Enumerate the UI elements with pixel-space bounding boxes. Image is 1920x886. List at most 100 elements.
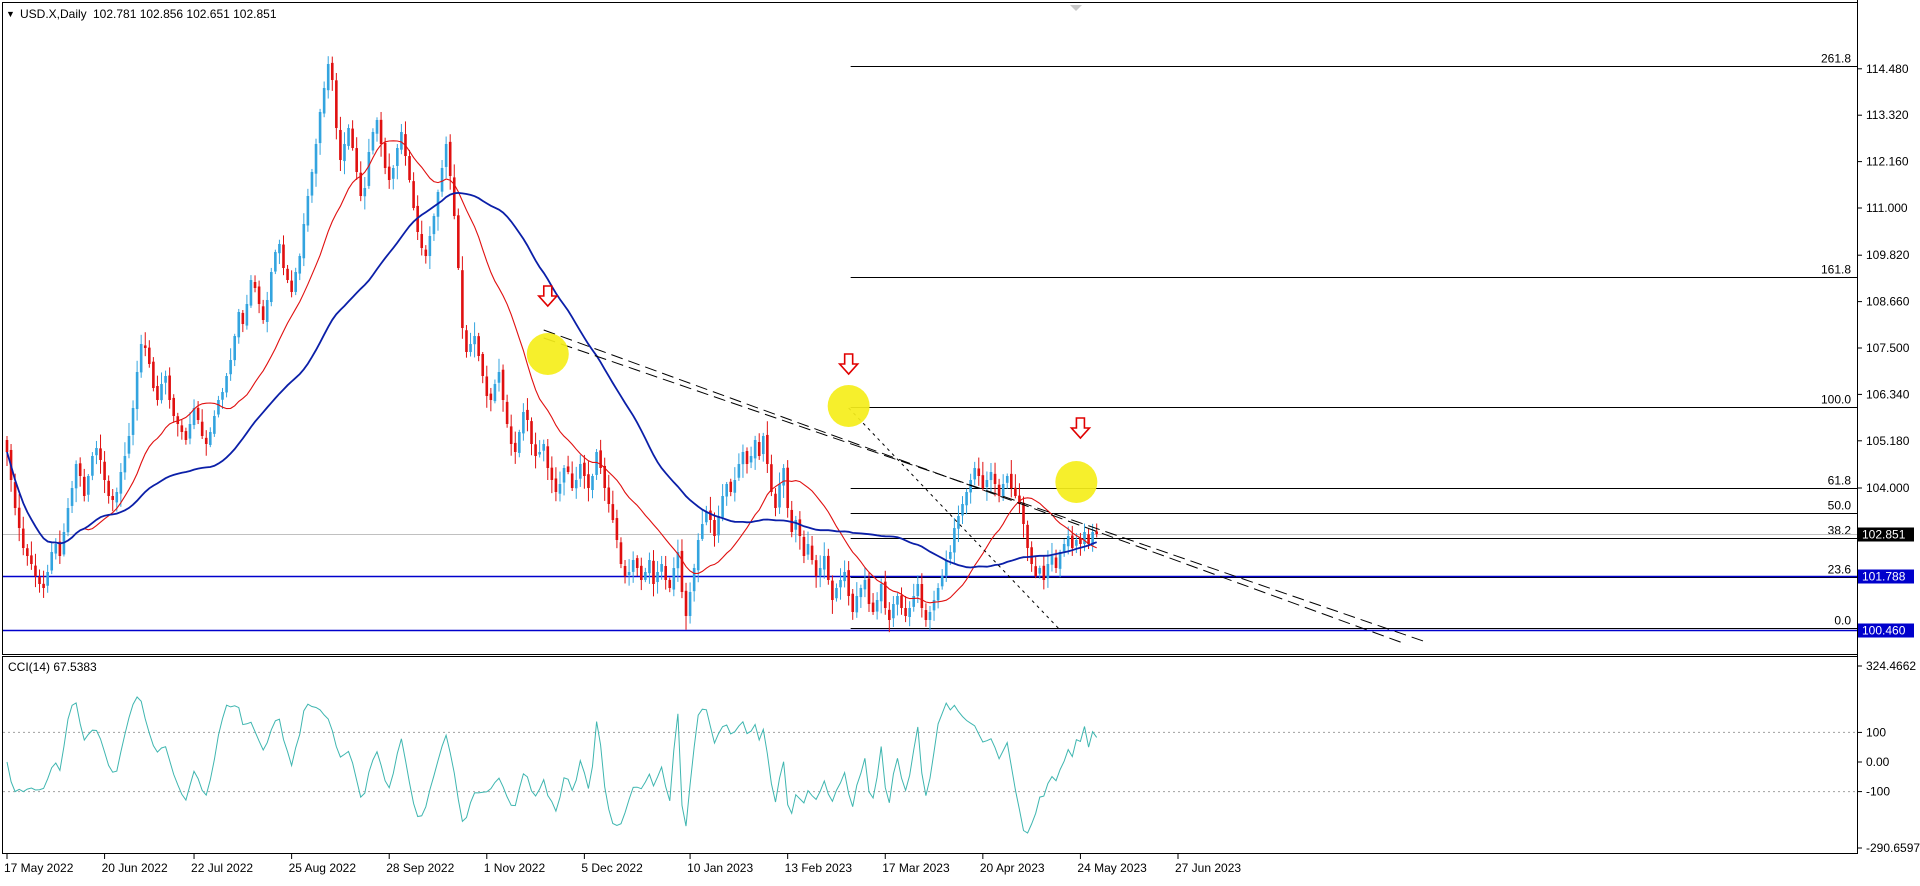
candle-body <box>477 336 480 356</box>
candle-body <box>306 196 310 226</box>
candle-body <box>879 584 883 602</box>
candle-body <box>1034 566 1037 576</box>
candle-body <box>526 409 529 420</box>
candle-body <box>981 475 985 488</box>
candle-body <box>1018 495 1021 504</box>
candle-body <box>225 376 228 393</box>
candle-body <box>440 168 444 192</box>
candle-body <box>806 544 810 555</box>
candle-body <box>786 467 789 508</box>
candle-body <box>818 568 822 576</box>
main-pane-frame <box>2 2 1858 655</box>
cci-tick-label: -100 <box>1866 785 1890 799</box>
scroll-marker-icon[interactable] <box>1070 5 1082 11</box>
horizontal-levels <box>3 534 1857 632</box>
candle-body <box>1042 565 1046 580</box>
candle-body <box>21 528 25 548</box>
fib-level-label: 100.0 <box>1821 393 1851 407</box>
candle-body <box>387 166 391 180</box>
fib-level-label: 0.0 <box>1834 614 1851 628</box>
candle-body <box>176 416 180 424</box>
candle-body <box>798 519 802 536</box>
candle-body <box>302 224 306 259</box>
candle-body <box>550 467 554 480</box>
candle-body <box>668 579 672 588</box>
candle-body <box>615 518 619 540</box>
candle-body <box>847 570 850 596</box>
candle-body <box>574 480 578 489</box>
candle-body <box>676 552 680 569</box>
candle-body <box>91 456 94 476</box>
candle-body <box>1022 502 1025 524</box>
candle-body <box>310 172 314 196</box>
symbol-menu-icon[interactable]: ▼ <box>6 9 15 19</box>
current-price-tag <box>1858 527 1914 542</box>
candle-body <box>322 88 326 114</box>
ohlc-readout: 102.781 102.856 102.651 102.851 <box>93 7 277 21</box>
candle-body <box>115 492 119 503</box>
candle-body <box>908 608 911 618</box>
candle-body <box>778 484 781 508</box>
candle-body <box>1083 532 1086 545</box>
candle-body <box>298 256 302 274</box>
candle-body <box>566 466 570 472</box>
candle-body <box>1075 540 1078 546</box>
candle-body <box>379 119 383 144</box>
candle-body <box>949 552 952 559</box>
candle-body <box>623 566 627 576</box>
time-tick-label: 28 Sep 2022 <box>386 861 454 875</box>
candle-body <box>172 397 176 416</box>
candle-body <box>696 540 700 571</box>
candle-body <box>139 344 143 373</box>
candle-body <box>412 181 415 208</box>
candle-body <box>595 452 598 475</box>
candle-body <box>249 280 253 306</box>
down-arrow-icon <box>1069 417 1092 440</box>
fib-level-label: 23.6 <box>1828 563 1852 577</box>
candle-body <box>794 520 798 530</box>
price-tick-label: 111.000 <box>1866 201 1908 215</box>
time-tick-label: 24 May 2023 <box>1077 861 1147 875</box>
candle-body <box>851 593 855 612</box>
candle-body <box>802 536 806 556</box>
candle-body <box>973 468 977 480</box>
candle-body <box>131 408 135 435</box>
candle-body <box>1066 536 1070 547</box>
candle-body <box>420 234 424 248</box>
fib-level-label: 61.8 <box>1828 474 1852 488</box>
candle-body <box>961 504 964 516</box>
candle-body <box>168 375 171 400</box>
candle-body <box>74 464 78 489</box>
highlight-circle <box>1055 461 1098 503</box>
time-axis: 17 May 2022 20 Jun 2022 22 Jul 2022 25 Aug … <box>4 854 1241 875</box>
candle-body <box>127 436 131 454</box>
candle-body <box>725 484 728 497</box>
fibonacci-levels: 261.8 161.8 100.0 61.8 50.0 38.2 23.6 0.0 <box>850 52 1857 629</box>
candle-body <box>229 360 232 375</box>
candle-body <box>900 595 903 608</box>
candle-body <box>66 508 70 533</box>
candle-body <box>835 588 838 599</box>
candle-body <box>78 463 82 476</box>
candle-body <box>969 480 972 493</box>
candle-body <box>1062 544 1066 552</box>
price-tick-label: 114.480 <box>1866 62 1909 76</box>
candle-body <box>1054 557 1058 568</box>
candle-body <box>188 424 192 439</box>
price-tick-label: 106.340 <box>1866 387 1910 401</box>
candle-body <box>753 440 757 459</box>
candle-body <box>843 572 846 582</box>
candle-body <box>200 421 204 436</box>
candle-body <box>680 550 684 592</box>
candle-body <box>1050 556 1054 565</box>
cci-label: CCI(14) 67.5383 <box>8 660 97 674</box>
candle-body <box>688 592 692 616</box>
candle-body <box>424 249 428 256</box>
candle-body <box>17 507 21 528</box>
candle-body <box>587 474 590 488</box>
candle-body <box>444 144 448 167</box>
candle-body <box>485 376 489 396</box>
candle-body <box>627 572 631 575</box>
candle-body <box>233 336 236 361</box>
